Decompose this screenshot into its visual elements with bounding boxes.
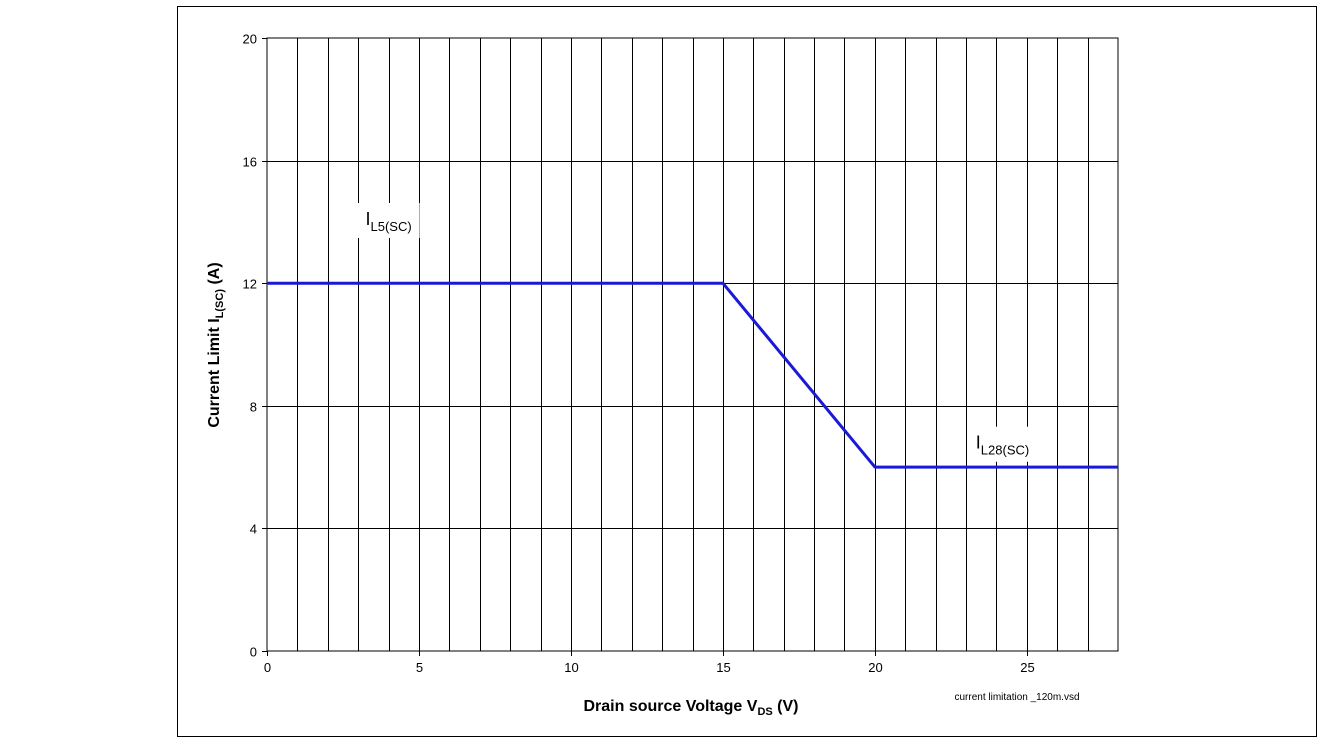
y-axis-title-tail: (A)	[206, 262, 223, 289]
annotation-label: IL28(SC)	[967, 426, 1038, 462]
y-tick-label: 12	[243, 277, 257, 292]
y-tick-label: 20	[243, 32, 257, 47]
current-limit-series-line	[267, 281, 1118, 469]
axis-layer: 0 5 10 15 20 25 0 4 8 12 16 20	[243, 32, 1035, 676]
x-axis-title-sub: DS	[757, 706, 772, 718]
annotation-label: IL5(SC)	[357, 202, 420, 238]
source-file-note: current limitation _120m.vsd	[954, 692, 1079, 703]
y-tick-label: 8	[250, 400, 257, 415]
annotation-sub: L28(SC)	[981, 443, 1029, 458]
y-axis-title-main: Current Limit I	[206, 318, 223, 427]
x-axis-title: Drain source Voltage VDS (V)	[583, 698, 798, 718]
annotation-layer: IL5(SC)IL28(SC)	[357, 202, 1038, 462]
y-tick-label: 16	[243, 155, 257, 170]
x-tick-label: 0	[264, 660, 271, 675]
annotation-main: I	[976, 433, 981, 453]
x-tick-label: 5	[416, 660, 423, 675]
annotation-text: IL5(SC)	[365, 209, 411, 234]
x-tick-label: 15	[716, 660, 730, 675]
x-tick-label: 10	[564, 660, 578, 675]
annotation-background	[967, 426, 1038, 462]
y-axis-title: Current Limit IL(SC) (A)	[206, 262, 226, 427]
x-axis-title-main: Drain source Voltage V	[583, 698, 757, 715]
x-tick-label: 20	[868, 660, 882, 675]
annotation-main: I	[365, 209, 370, 229]
annotation-text: IL28(SC)	[976, 433, 1029, 458]
y-tick-label: 0	[250, 645, 257, 660]
annotation-sub: L5(SC)	[370, 219, 411, 234]
x-axis-title-tail: (V)	[773, 698, 799, 715]
series-layer	[267, 281, 1118, 469]
y-axis-title-sub: L(SC)	[214, 289, 226, 319]
annotation-background	[357, 202, 420, 238]
plot-area	[266, 37, 1119, 652]
y-tick-label: 4	[250, 522, 257, 537]
x-tick-label: 25	[1020, 660, 1034, 675]
grid-layer	[266, 37, 1119, 652]
